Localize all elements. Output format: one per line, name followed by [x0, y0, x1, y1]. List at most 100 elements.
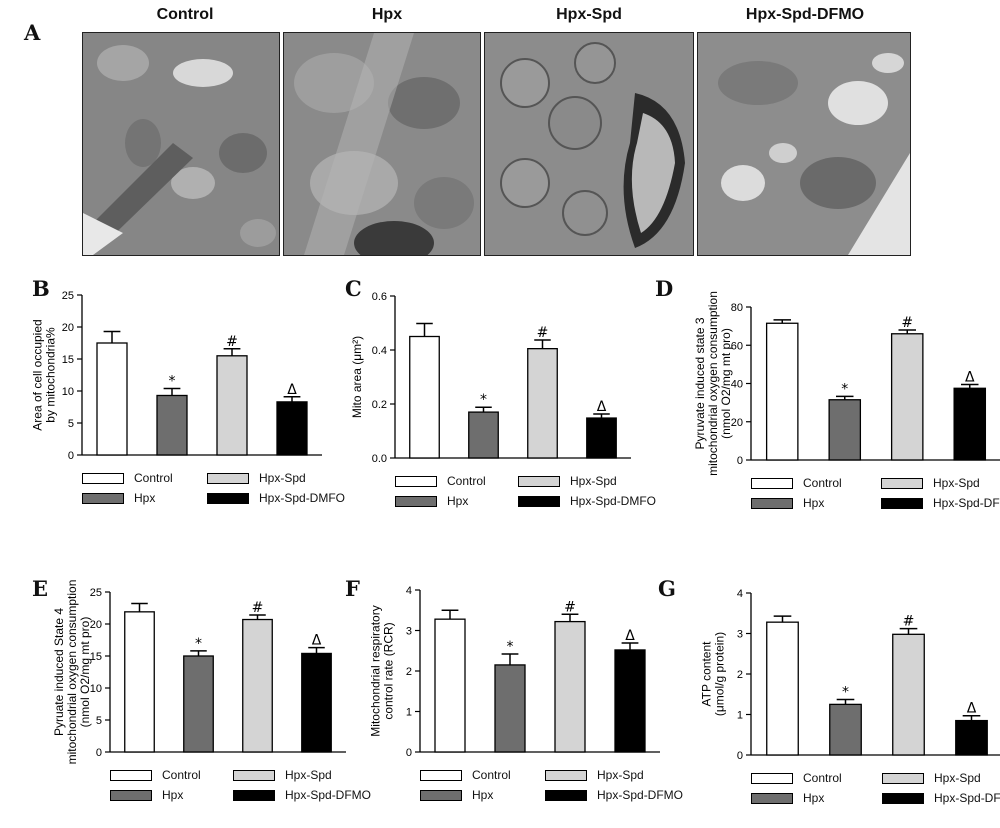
significance-marker: # [564, 599, 576, 615]
legend-swatch [545, 769, 587, 781]
legend-label: Hpx [134, 491, 156, 505]
significance-marker: Δ [967, 701, 977, 717]
legend-label: Hpx [803, 496, 825, 510]
legend-item: Hpx-Spd [207, 471, 306, 485]
y-axis-label: Pyruvate induced state 3 mitochondrial ox… [693, 291, 733, 476]
y-tick-label: 3 [737, 629, 743, 641]
y-tick-label: 5 [68, 418, 74, 430]
significance-marker: * [507, 639, 514, 655]
legend-swatch [751, 792, 793, 804]
bar-2 [183, 655, 214, 753]
legend-label: Hpx-Spd-DFMO [933, 496, 1000, 510]
y-axis-label-line: control rate (RCR) [382, 622, 396, 719]
micrograph-hpx-spd-dfmo [697, 32, 911, 256]
chart-b-svg: 0 5 10 15 20 25 Area of cell occupied by mitoch… [31, 290, 322, 462]
legend-label: Control [447, 474, 486, 488]
y-tick-label: 0.6 [372, 291, 387, 303]
legend-swatch [420, 769, 462, 781]
significance-marker: * [169, 373, 176, 389]
legend-item: Control [751, 771, 842, 785]
legend-label: Hpx-Spd [597, 768, 644, 782]
bar-2 [156, 394, 188, 456]
bar-1 [766, 621, 799, 756]
y-axis-label-line: ATP content [700, 641, 714, 707]
significance-marker: Δ [597, 399, 607, 415]
y-tick-label: 0 [406, 747, 412, 759]
legend-item: Hpx [395, 494, 468, 508]
legend-swatch [881, 497, 923, 509]
legend-item: Hpx-Spd [545, 768, 644, 782]
legend: Control Hpx-Spd Hpx Hpx-Spd-DFMO [420, 768, 720, 808]
micro-title-hpx-spd-dfmo: Hpx-Spd-DFMO [745, 6, 865, 23]
y-tick-label: 25 [90, 587, 102, 599]
legend-swatch [110, 769, 152, 781]
legend-label: Hpx [803, 791, 825, 805]
bar-1 [765, 322, 799, 461]
bar-2 [468, 411, 499, 459]
panel-g-label: G [658, 576, 676, 601]
legend-swatch [545, 789, 587, 801]
legend-item: Hpx-Spd [233, 768, 332, 782]
panel-a-label: A [24, 20, 41, 45]
legend-label: Hpx-Spd-DFMO [285, 788, 372, 802]
bar-3 [242, 618, 273, 753]
legend-swatch [233, 789, 275, 801]
y-axis-label-line: Area of cell occupied [31, 319, 45, 430]
panel-c-label: C [345, 276, 362, 301]
legend-label: Control [803, 771, 842, 785]
legend-label: Hpx-Spd-DMFO [259, 491, 346, 505]
bar-3 [527, 348, 558, 459]
legend: Control Hpx-Spd Hpx Hpx-Spd-DFMO [751, 771, 1000, 811]
legend-label: Hpx [447, 494, 469, 508]
y-axis-label-line: Pyruate induced State 4 [52, 608, 66, 736]
legend-label: Control [162, 768, 201, 782]
micrograph-control [82, 32, 280, 256]
legend-item: Hpx [751, 791, 824, 805]
legend-item: Hpx-Spd [881, 476, 980, 490]
micro-title-control: Control [156, 6, 214, 23]
chart-d: 0 20 40 60 80 Pyruvate induced state 3 mitocho… [655, 291, 1000, 477]
y-tick-label: 15 [62, 354, 74, 366]
chart-g-svg: 0 1 2 3 4 ATP content (μmol/g protein) * # Δ [700, 588, 1000, 762]
y-tick-label: 60 [731, 340, 743, 352]
legend-label: Hpx-Spd-DFMO [934, 791, 1000, 805]
y-axis-label-line: mitochondrial oxygen consumption [706, 291, 720, 476]
chart-g: 0 1 2 3 4 ATP content (μmol/g protein) * # Δ [655, 588, 1000, 772]
legend-label: Hpx [472, 788, 494, 802]
y-tick-label: 1 [737, 710, 743, 722]
bar-1 [124, 611, 155, 753]
micro-title-hpx-spd: Hpx-Spd [556, 6, 622, 23]
legend-swatch [751, 477, 793, 489]
y-tick-label: 2 [406, 666, 412, 678]
y-tick-label: 4 [406, 585, 412, 597]
legend-label: Control [472, 768, 511, 782]
bar-3 [892, 633, 925, 756]
bar-1 [409, 335, 440, 459]
bar-3 [890, 333, 924, 461]
significance-marker: # [903, 614, 915, 630]
y-axis-label-line: by mitochondria% [44, 327, 58, 423]
bar-3 [216, 355, 248, 456]
y-tick-label: 25 [62, 290, 74, 302]
bar-1 [96, 342, 128, 456]
legend-item: Hpx-Spd-DFMO [881, 496, 1000, 510]
y-axis-label: Area of cell occupied by mitochondria% [31, 319, 58, 430]
y-axis-label-line: (μmol/g protein) [713, 632, 727, 716]
significance-marker: * [841, 381, 848, 397]
y-tick-label: 0.2 [372, 399, 387, 411]
legend-item: Hpx [82, 491, 155, 505]
chart-c-svg: 0.0 0.2 0.4 0.6 Mito area (μm²) * # Δ [350, 291, 631, 465]
legend-item: Hpx-Spd [518, 474, 617, 488]
bar-4 [953, 387, 987, 461]
panel-d-label: D [655, 276, 674, 301]
legend-item: Control [751, 476, 842, 490]
legend-label: Control [803, 476, 842, 490]
y-axis-label: Mitochondrial respiratory control rate (R… [369, 605, 396, 736]
y-tick-label: 0.0 [372, 453, 387, 465]
legend-item: Control [420, 768, 511, 782]
y-tick-label: 20 [731, 417, 743, 429]
legend-item: Control [110, 768, 201, 782]
significance-marker: # [226, 334, 238, 350]
legend: Control Hpx-Spd Hpx Hpx-Spd-DMFO [82, 471, 382, 511]
y-tick-label: 40 [731, 379, 743, 391]
